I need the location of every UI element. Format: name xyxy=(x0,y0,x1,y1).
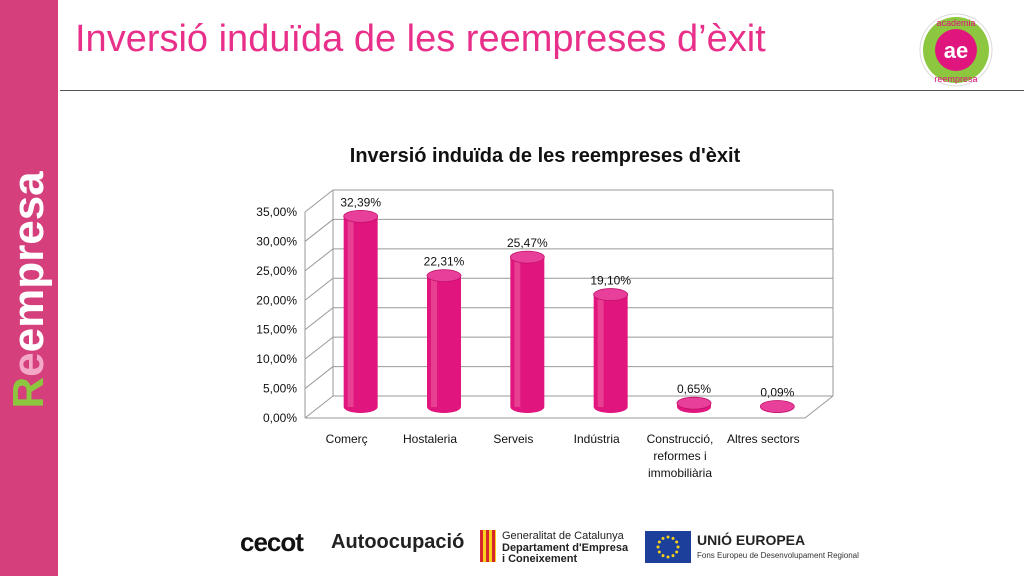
bar xyxy=(343,209,379,413)
y-tick-label: 5,00% xyxy=(263,382,297,396)
title-divider xyxy=(60,90,1024,91)
x-tick-label: Serveis xyxy=(493,432,533,446)
gridline-diagonal xyxy=(304,366,334,389)
academia-logo-bottom-text: reempresa xyxy=(934,74,977,84)
bar-top xyxy=(759,400,795,413)
bar xyxy=(593,288,629,413)
bar-top xyxy=(676,396,712,410)
x-tick-label: Construcció, xyxy=(647,432,714,446)
x-tick-label: Indústria xyxy=(574,432,620,446)
x-tick-label: Hostaleria xyxy=(403,432,457,446)
bar-highlight xyxy=(431,275,437,407)
bar-top xyxy=(509,250,545,264)
y-axis-tick-labels: 0,00% 5,00% 10,00% 15,00% 20,00% 25,00% 30,00%… xyxy=(256,205,297,425)
bar-top xyxy=(593,288,629,301)
bar xyxy=(759,400,795,413)
sidebar-band: Reempresa xyxy=(0,0,58,576)
x-axis-tick-labels: Comerç Hostaleria Serveis Indústria Construc… xyxy=(326,432,800,480)
gridline-diagonal xyxy=(304,219,334,242)
academia-logo-initials: ae xyxy=(944,38,968,63)
y-tick-label: 30,00% xyxy=(256,234,297,248)
data-label: 0,65% xyxy=(677,382,711,396)
x-tick-label: Comerç xyxy=(326,432,368,446)
gridline-diagonal xyxy=(304,336,334,360)
generalitat-line2: Departament d'Empresa xyxy=(502,542,629,554)
bar xyxy=(509,250,545,413)
bar-highlight xyxy=(514,257,521,407)
eu-line2: Fons Europeu de Desenvolupament Regional xyxy=(697,551,859,560)
sidebar-brand-logo: Reempresa xyxy=(4,171,53,409)
chart-bars xyxy=(343,209,795,413)
autoocupacio-logo: Autoocupació xyxy=(331,531,465,553)
x-tick-label: reformes i xyxy=(653,449,706,463)
bar xyxy=(426,269,462,413)
data-labels: 32,39% 22,31% 25,47% 19,10% 0,65% 0,09% xyxy=(340,195,794,399)
y-tick-label: 0,00% xyxy=(263,411,297,425)
x-tick-label: Altres sectors xyxy=(727,432,800,446)
bar-highlight xyxy=(597,294,604,407)
chart-gridlines xyxy=(304,189,834,419)
chart-title: Inversió induïda de les reempreses d'èxi… xyxy=(350,145,741,167)
gridline-diagonal xyxy=(304,248,334,272)
data-label: 32,39% xyxy=(340,195,381,209)
y-tick-label: 35,00% xyxy=(256,205,297,219)
y-tick-label: 25,00% xyxy=(256,264,297,278)
bar xyxy=(676,396,712,413)
academia-logo-top-text: academia xyxy=(936,18,975,28)
generalitat-line3: i Coneixement xyxy=(502,553,578,565)
gridline-diagonal xyxy=(304,189,334,213)
data-label: 0,09% xyxy=(760,385,794,399)
y-tick-label: 20,00% xyxy=(256,293,297,307)
eu-line1: UNIÓ EUROPEA xyxy=(697,532,806,548)
y-tick-label: 10,00% xyxy=(256,352,297,366)
catalan-flag-icon xyxy=(480,530,496,562)
bar-top xyxy=(343,209,379,223)
bar-highlight xyxy=(347,216,354,407)
x-tick-label: immobiliària xyxy=(648,466,712,480)
cecot-logo: cecot xyxy=(240,527,304,557)
eu-flag-icon xyxy=(645,531,691,563)
generalitat-line1: Generalitat de Catalunya xyxy=(502,530,624,542)
gridline-diagonal xyxy=(304,307,334,331)
floor-right-edge xyxy=(804,395,834,419)
bar-top xyxy=(426,269,462,283)
data-label: 22,31% xyxy=(424,255,465,269)
page-title: Inversió induïda de les reempreses d’èxi… xyxy=(75,18,766,60)
data-label: 25,47% xyxy=(507,236,548,250)
data-label: 19,10% xyxy=(590,274,631,288)
y-tick-label: 15,00% xyxy=(256,323,297,337)
bar-chart: Inversió induïda de les reempreses d'èxi… xyxy=(256,145,834,480)
gridline-diagonal xyxy=(304,277,334,301)
academia-reempresa-logo: ae academia reempresa xyxy=(919,13,993,87)
gridline-diagonal xyxy=(304,395,334,419)
